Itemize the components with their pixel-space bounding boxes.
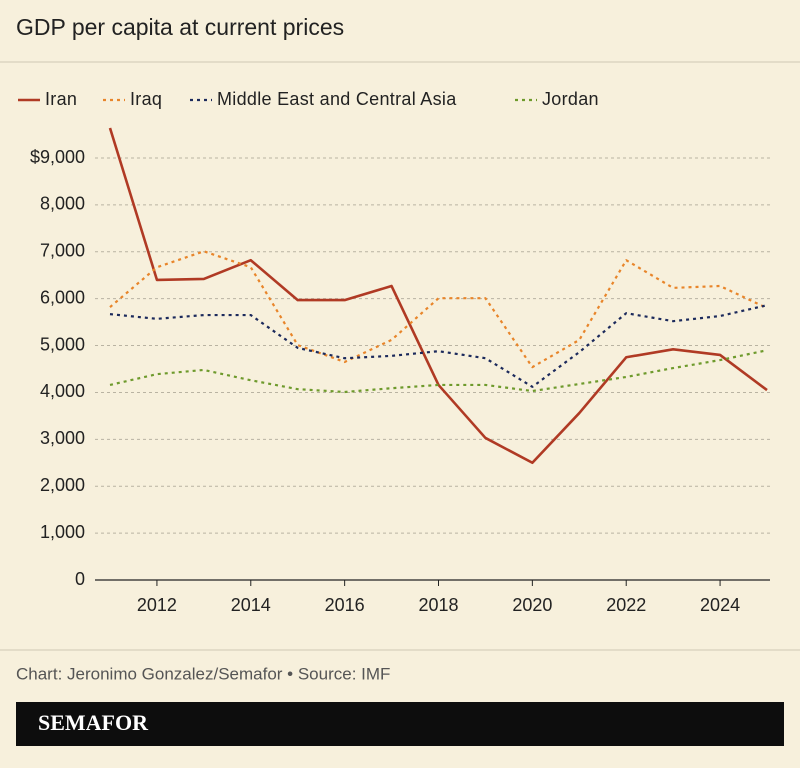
legend-label: Middle East and Central Asia [217, 89, 457, 109]
y-tick-label: 6,000 [40, 287, 85, 307]
legend-label: Iraq [130, 89, 162, 109]
x-tick-label: 2024 [700, 595, 740, 615]
y-tick-label: 3,000 [40, 428, 85, 448]
series-line [109, 250, 768, 369]
x-tick-label: 2018 [418, 595, 458, 615]
series-line [108, 127, 768, 465]
x-tick-label: 2022 [606, 595, 646, 615]
x-tick-label: 2012 [137, 595, 177, 615]
y-tick-label: 2,000 [40, 475, 85, 495]
source-note: Chart: Jeronimo Gonzalez/Semafor • Sourc… [16, 664, 390, 683]
y-tick-label: 7,000 [40, 241, 85, 261]
x-tick-label: 2014 [231, 595, 271, 615]
x-tick-label: 2016 [325, 595, 365, 615]
y-tick-label: 4,000 [40, 381, 85, 401]
logo-bar [16, 702, 784, 746]
logo: SEMAFOR [38, 710, 149, 735]
chart-title: GDP per capita at current prices [16, 14, 344, 40]
y-tick-label: 1,000 [40, 522, 85, 542]
y-tick-label: 8,000 [40, 194, 85, 214]
legend-label: Iran [45, 89, 77, 109]
y-tick-label: 0 [75, 569, 85, 589]
legend-label: Jordan [542, 89, 599, 109]
y-tick-label: 5,000 [40, 334, 85, 354]
series-line [109, 349, 768, 394]
x-tick-label: 2020 [512, 595, 552, 615]
y-tick-label: $9,000 [30, 147, 85, 167]
